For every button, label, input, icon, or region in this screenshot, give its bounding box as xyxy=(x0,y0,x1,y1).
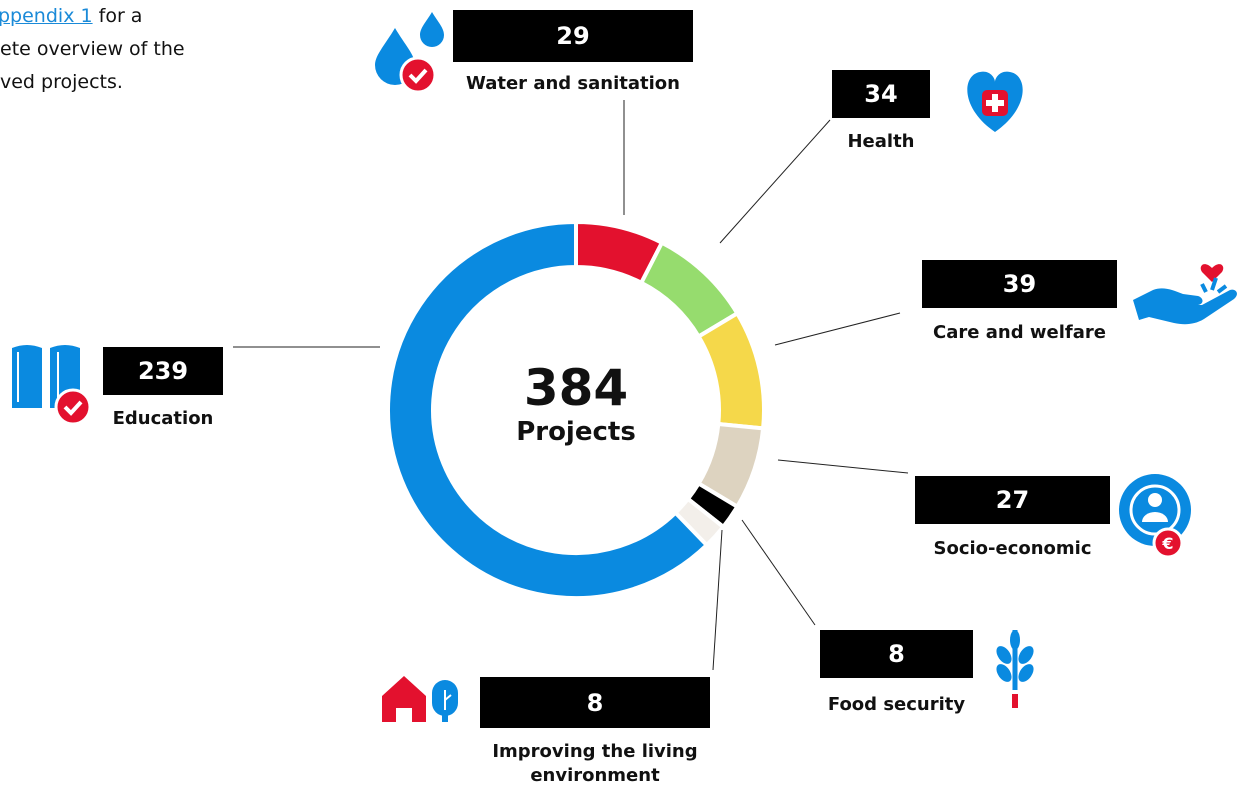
living-icon xyxy=(382,676,458,722)
connector-line xyxy=(777,459,909,474)
appendix-link[interactable]: ppendix 1 xyxy=(0,5,93,27)
value-label: 8 xyxy=(480,677,710,728)
category-label: Water and sanitation xyxy=(466,73,680,94)
value-label: 34 xyxy=(832,70,930,118)
center-label: 384 Projects xyxy=(476,360,676,448)
total-label: Projects xyxy=(516,417,636,447)
care-icon xyxy=(1133,264,1237,325)
connector-line xyxy=(712,529,723,671)
note-text: for a xyxy=(98,5,143,27)
connector-line xyxy=(774,312,901,346)
value-label: 239 xyxy=(103,347,223,395)
education-icon xyxy=(12,345,92,426)
value-label: 27 xyxy=(915,476,1110,524)
connector-line xyxy=(741,519,816,626)
category-label: Health xyxy=(847,131,915,152)
donut-segment xyxy=(695,310,766,431)
category-label: Improving the living environment xyxy=(492,741,698,786)
category-label: Care and welfare xyxy=(933,322,1106,343)
value-label: 39 xyxy=(922,260,1117,308)
value-label: 8 xyxy=(820,630,973,678)
connector-line xyxy=(719,119,831,244)
note-text: ete overview of the xyxy=(0,38,185,60)
category-label: Food security xyxy=(827,694,966,715)
food-icon xyxy=(996,630,1034,708)
category-label: Education xyxy=(112,408,214,429)
health-icon xyxy=(967,71,1023,132)
note: ppendix 1 for a ete overview of the ved … xyxy=(0,0,185,99)
category-label: Socio-economic xyxy=(933,538,1092,559)
svg-text:€: € xyxy=(1161,534,1173,553)
note-text: ved projects. xyxy=(0,71,123,93)
socio-icon: € xyxy=(1119,474,1191,559)
value-label: 29 xyxy=(453,10,693,62)
total: 384 xyxy=(523,359,629,417)
donut-segment xyxy=(386,219,710,600)
water-icon xyxy=(375,12,444,94)
